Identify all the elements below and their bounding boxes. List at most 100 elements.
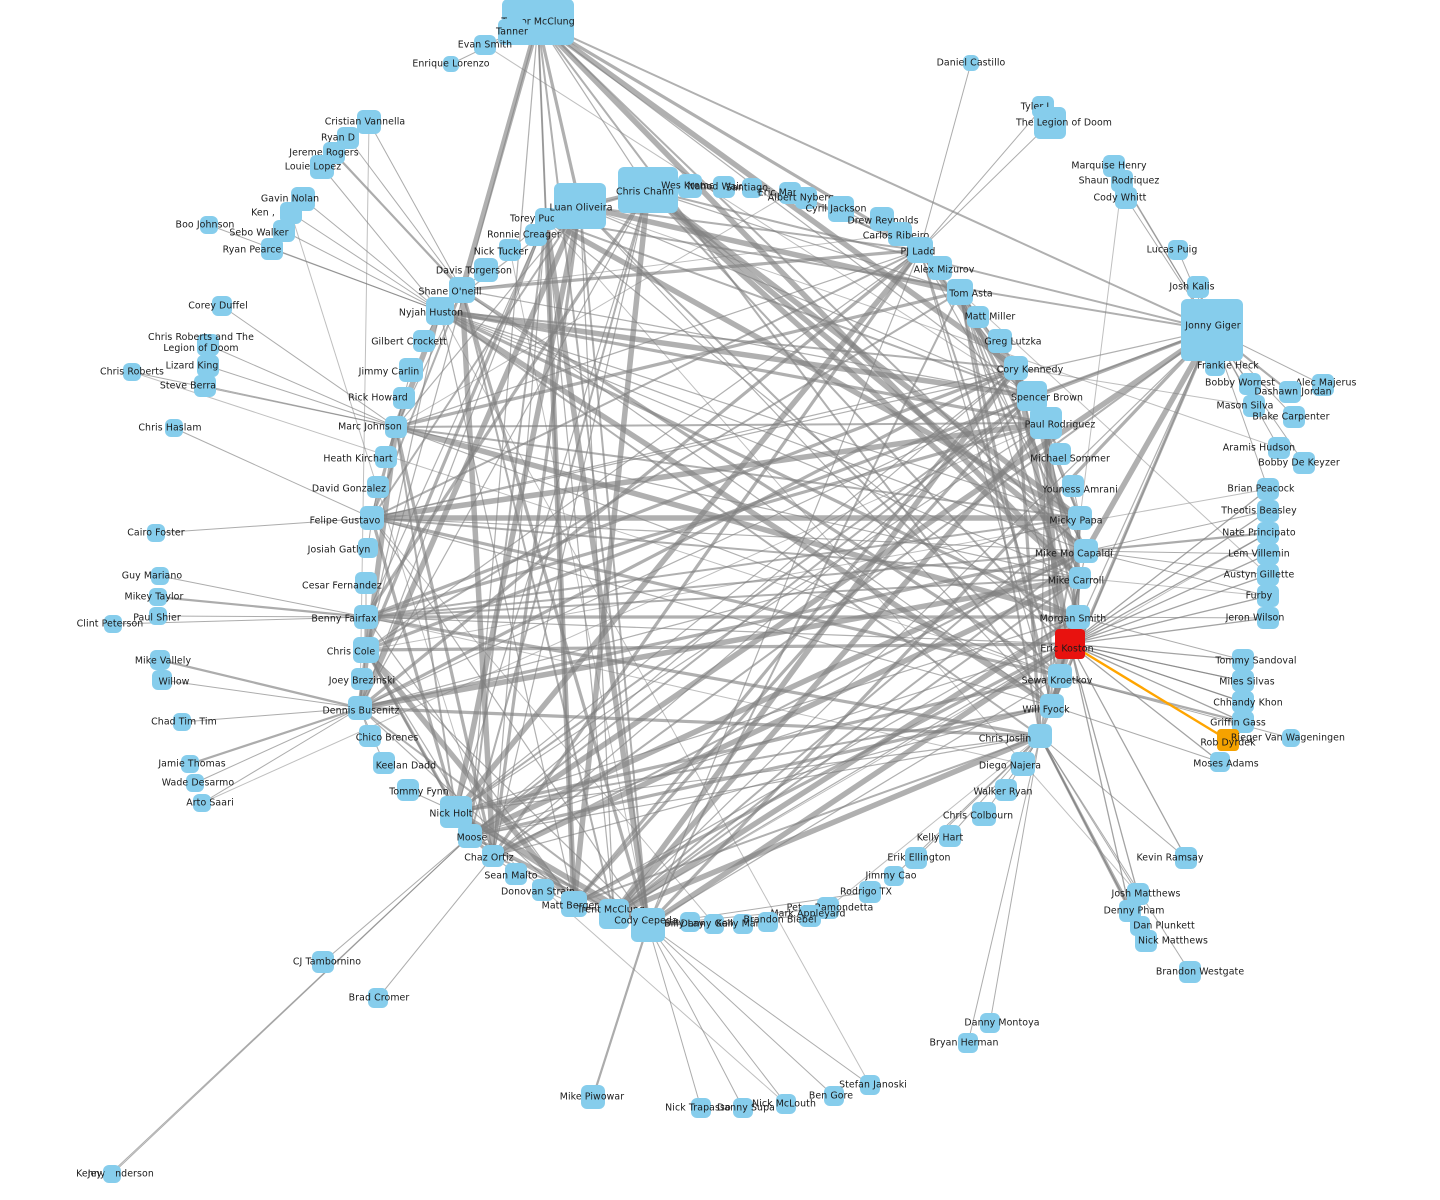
graph-node[interactable]	[1293, 452, 1315, 474]
graph-node[interactable]	[988, 329, 1012, 353]
graph-node[interactable]	[1040, 694, 1064, 718]
graph-node[interactable]	[799, 905, 821, 927]
graph-node[interactable]	[980, 1013, 1000, 1033]
graph-node[interactable]	[713, 176, 735, 198]
graph-node[interactable]	[413, 330, 435, 352]
graph-node[interactable]	[1205, 356, 1225, 376]
graph-node[interactable]	[397, 779, 419, 801]
graph-node[interactable]	[498, 19, 526, 45]
graph-node[interactable]	[150, 650, 170, 670]
graph-node[interactable]	[1312, 374, 1334, 396]
graph-node[interactable]	[1168, 240, 1188, 260]
graph-node[interactable]	[1049, 443, 1071, 465]
graph-node[interactable]	[1011, 752, 1035, 776]
graph-node[interactable]	[173, 713, 191, 731]
graph-node[interactable]	[1135, 930, 1157, 952]
graph-node[interactable]	[151, 567, 169, 585]
graph-node[interactable]	[194, 375, 216, 397]
graph-node[interactable]	[399, 358, 423, 382]
graph-node[interactable]	[149, 607, 167, 625]
graph-node[interactable]	[482, 845, 504, 867]
graph-node[interactable]	[310, 155, 334, 179]
graph-node[interactable]	[1239, 373, 1261, 395]
graph-node[interactable]	[678, 174, 702, 198]
graph-node[interactable]	[357, 110, 381, 134]
graph-node[interactable]	[1232, 691, 1254, 713]
graph-node[interactable]	[1062, 475, 1084, 497]
graph-node[interactable]	[995, 779, 1017, 801]
graph-node[interactable]	[758, 912, 778, 932]
graph-node[interactable]	[795, 187, 817, 209]
graph-node[interactable]	[368, 988, 388, 1008]
graph-node[interactable]	[312, 951, 334, 973]
graph-node[interactable]	[860, 1075, 880, 1095]
graph-node[interactable]	[1004, 356, 1028, 380]
graph-node[interactable]	[193, 794, 211, 812]
graph-node[interactable]	[367, 476, 389, 498]
graph-node[interactable]	[152, 670, 172, 690]
graph-node[interactable]	[1279, 381, 1301, 403]
graph-node[interactable]	[618, 167, 678, 213]
graph-node[interactable]	[958, 1033, 978, 1053]
graph-node[interactable]	[186, 774, 204, 792]
graph-node[interactable]	[884, 866, 904, 886]
graph-node[interactable]	[1068, 506, 1092, 530]
graph-node[interactable]	[273, 220, 295, 242]
graph-node[interactable]	[200, 216, 218, 234]
graph-node[interactable]	[373, 752, 395, 774]
graph-node[interactable]	[1283, 406, 1305, 428]
graph-node[interactable]	[1111, 170, 1133, 192]
graph-node[interactable]	[1187, 276, 1209, 298]
graph-node[interactable]	[824, 1086, 844, 1106]
graph-node[interactable]	[393, 387, 415, 409]
graph-node[interactable]	[1127, 883, 1149, 905]
graph-node[interactable]	[1217, 729, 1239, 751]
graph-node[interactable]	[1066, 605, 1090, 629]
graph-node[interactable]	[358, 538, 378, 558]
graph-node[interactable]	[1257, 607, 1279, 629]
graph-node[interactable]	[505, 863, 527, 885]
graph-node[interactable]	[165, 419, 183, 437]
graph-node[interactable]	[532, 879, 554, 901]
graph-node[interactable]	[181, 755, 199, 773]
graph-node[interactable]	[939, 825, 961, 847]
graph-node[interactable]	[104, 615, 122, 633]
graph-node[interactable]	[360, 506, 384, 530]
graph-node[interactable]	[1232, 670, 1254, 692]
graph-node[interactable]	[947, 279, 973, 305]
graph-node[interactable]	[1030, 407, 1062, 439]
graph-node[interactable]	[1048, 664, 1072, 688]
graph-node[interactable]	[348, 696, 372, 720]
graph-node[interactable]	[1282, 729, 1300, 747]
graph-node[interactable]	[197, 334, 219, 356]
graph-node[interactable]	[1034, 107, 1066, 139]
graph-node[interactable]	[351, 668, 373, 690]
graph-node[interactable]	[375, 446, 397, 468]
graph-node[interactable]	[1257, 478, 1279, 500]
graph-node[interactable]	[197, 355, 219, 377]
graph-node[interactable]	[817, 897, 839, 919]
graph-node[interactable]	[1257, 564, 1279, 586]
graph-node[interactable]	[972, 802, 996, 826]
graph-node[interactable]	[280, 202, 302, 224]
graph-node[interactable]	[385, 416, 407, 438]
graph-node[interactable]	[905, 847, 927, 869]
graph-node[interactable]	[474, 35, 496, 55]
graph-node[interactable]	[449, 277, 475, 303]
graph-node[interactable]	[733, 1098, 753, 1118]
graph-node[interactable]	[859, 881, 881, 903]
graph-node[interactable]	[147, 524, 165, 542]
graph-node[interactable]	[353, 637, 379, 663]
graph-node[interactable]	[149, 588, 167, 606]
graph-node[interactable]	[1232, 711, 1254, 733]
graph-node[interactable]	[1069, 567, 1091, 589]
graph-node[interactable]	[1074, 539, 1098, 563]
graph-node[interactable]	[440, 796, 472, 828]
graph-node[interactable]	[680, 912, 700, 932]
graph-node[interactable]	[599, 899, 629, 929]
graph-node[interactable]	[1232, 649, 1254, 671]
graph-node[interactable]	[104, 1168, 116, 1180]
graph-node[interactable]	[733, 914, 753, 934]
graph-node[interactable]	[1257, 543, 1279, 565]
graph-node[interactable]	[776, 1094, 796, 1114]
